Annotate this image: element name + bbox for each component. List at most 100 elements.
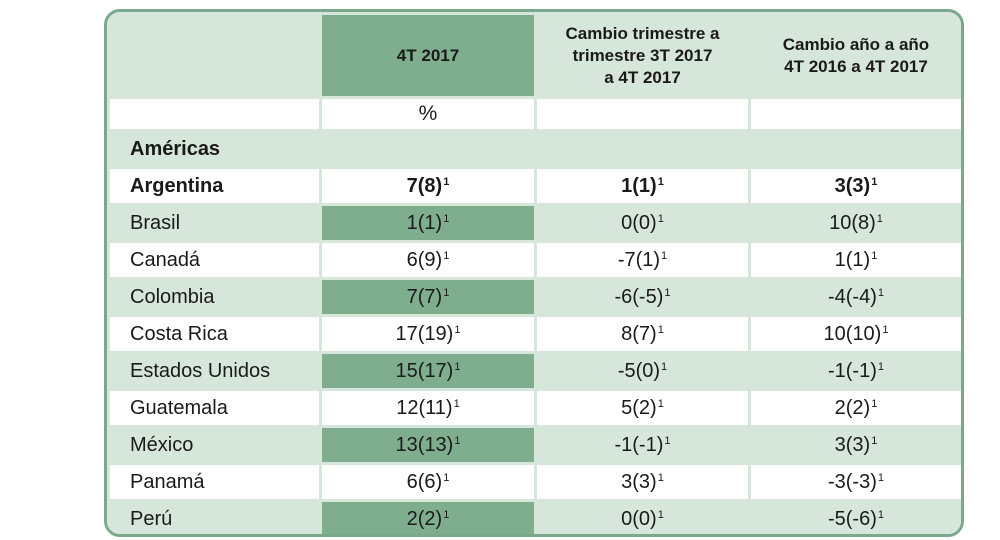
- value-cell-v1: 6(6)1: [319, 462, 537, 502]
- footnote-marker: 1: [443, 508, 450, 521]
- footnote-marker: 1: [877, 360, 884, 373]
- header-year-change: Cambio año a año 4T 2016 a 4T 2017: [748, 12, 961, 99]
- footnote-marker: 1: [657, 508, 664, 521]
- value-text: -5(0): [617, 359, 661, 382]
- value-text: 1(1): [406, 211, 443, 234]
- value-cell-v1: 6(9)1: [319, 240, 537, 280]
- value-cell-v3: -5(-6)1: [748, 499, 961, 534]
- country-name: Costa Rica: [107, 314, 322, 354]
- table-body: Argentina 7(8)1 1(1)1 3(3)1 Brasil 1(1)1 0(0)1…: [107, 166, 961, 534]
- value-text: 5(2): [621, 396, 657, 419]
- header-quarter-change-line3: a 4T 2017: [604, 67, 681, 87]
- value-text: 2(2): [834, 396, 871, 419]
- header-4t-2017: 4T 2017: [319, 12, 537, 99]
- value-text: -1(-1): [614, 433, 664, 456]
- table-row: Panamá 6(6)1 3(3)1 -3(-3)1: [107, 462, 961, 502]
- value-cell-v1: 13(13)1: [319, 425, 537, 465]
- header-quarter-change: Cambio trimestre a trimestre 3T 2017 a 4…: [534, 12, 751, 99]
- table-row: Guatemala 12(11)1 5(2)1 2(2)1: [107, 388, 961, 428]
- value-text: 2(2): [406, 507, 443, 530]
- value-text: 1(1): [834, 248, 871, 271]
- value-cell-v1: 2(2)1: [319, 499, 537, 534]
- value-text: 6(9): [406, 248, 443, 271]
- footnote-marker: 1: [871, 249, 878, 262]
- footnote-marker: 1: [876, 212, 883, 225]
- value-cell-v1: 1(1)1: [319, 203, 537, 243]
- value-cell-v1: 17(19)1: [319, 314, 537, 354]
- value-text: 10(8): [829, 211, 876, 234]
- footnote-marker: 1: [657, 471, 664, 484]
- footnote-marker: 1: [657, 175, 664, 188]
- unit-row: %: [107, 96, 961, 132]
- footnote-marker: 1: [664, 286, 671, 299]
- footnote-marker: 1: [453, 397, 460, 410]
- footnote-marker: 1: [443, 249, 450, 262]
- value-text: -1(-1): [827, 359, 877, 382]
- value-cell-v1: 7(8)1: [319, 166, 537, 206]
- header-quarter-change-line2: trimestre 3T 2017: [572, 45, 713, 65]
- value-cell-v3: -1(-1)1: [748, 351, 961, 391]
- value-cell-v2: -7(1)1: [534, 240, 751, 280]
- value-cell-v3: -3(-3)1: [748, 462, 961, 502]
- unit-cell-empty: [534, 96, 751, 132]
- value-text: 7(8): [406, 174, 443, 197]
- value-text: 3(3): [621, 470, 657, 493]
- value-text: 6(6): [406, 470, 443, 493]
- value-text: -5(-6): [827, 507, 877, 530]
- value-cell-v3: 10(10)1: [748, 314, 961, 354]
- value-text: 15(17): [395, 359, 454, 382]
- value-cell-v1: 15(17)1: [319, 351, 537, 391]
- table-row: México 13(13)1 -1(-1)1 3(3)1: [107, 425, 961, 465]
- unit-cell-empty: [107, 96, 322, 132]
- data-table: 4T 2017 Cambio trimestre a trimestre 3T …: [107, 12, 961, 534]
- header-country: [107, 12, 322, 99]
- footnote-marker: 1: [877, 471, 884, 484]
- table-row: Argentina 7(8)1 1(1)1 3(3)1: [107, 166, 961, 206]
- footnote-marker: 1: [454, 323, 461, 336]
- footnote-marker: 1: [871, 434, 878, 447]
- table-row: Brasil 1(1)1 0(0)1 10(8)1: [107, 203, 961, 243]
- value-cell-v3: 2(2)1: [748, 388, 961, 428]
- country-name: Canadá: [107, 240, 322, 280]
- country-name: Panamá: [107, 462, 322, 502]
- value-text: 17(19): [395, 322, 454, 345]
- country-name: México: [107, 425, 322, 465]
- footnote-marker: 1: [877, 508, 884, 521]
- value-cell-v2: -1(-1)1: [534, 425, 751, 465]
- footnote-marker: 1: [664, 434, 671, 447]
- country-name: Guatemala: [107, 388, 322, 428]
- value-cell-v2: 8(7)1: [534, 314, 751, 354]
- footnote-marker: 1: [443, 212, 450, 225]
- value-text: 3(3): [834, 174, 871, 197]
- value-text: 0(0): [621, 507, 657, 530]
- country-name: Argentina: [107, 166, 322, 206]
- value-cell-v2: -6(-5)1: [534, 277, 751, 317]
- footnote-marker: 1: [454, 434, 461, 447]
- footnote-marker: 1: [871, 175, 878, 188]
- country-name: Colombia: [107, 277, 322, 317]
- footnote-marker: 1: [882, 323, 889, 336]
- unit-cell-empty: [748, 96, 961, 132]
- country-name: Estados Unidos: [107, 351, 322, 391]
- value-text: 0(0): [621, 211, 657, 234]
- footnote-marker: 1: [443, 471, 450, 484]
- value-text: -4(-4): [827, 285, 877, 308]
- footnote-marker: 1: [443, 175, 450, 188]
- section-row: Américas: [107, 129, 961, 169]
- table-row: Colombia 7(7)1 -6(-5)1 -4(-4)1: [107, 277, 961, 317]
- footnote-marker: 1: [871, 397, 878, 410]
- country-name: Brasil: [107, 203, 322, 243]
- table-row: Perú 2(2)1 0(0)1 -5(-6)1: [107, 499, 961, 534]
- value-text: -7(1): [617, 248, 661, 271]
- value-cell-v2: 5(2)1: [534, 388, 751, 428]
- value-cell-v2: 0(0)1: [534, 203, 751, 243]
- value-cell-v2: 0(0)1: [534, 499, 751, 534]
- table-row: Estados Unidos 15(17)1 -5(0) 1 -1(-1)1: [107, 351, 961, 391]
- footnote-marker: 1: [657, 212, 664, 225]
- value-cell-v2: 3(3)1: [534, 462, 751, 502]
- footnote-marker: 1: [877, 286, 884, 299]
- value-text: 1(1): [621, 174, 657, 197]
- header-year-change-line2: 4T 2016 a 4T 2017: [784, 56, 928, 76]
- value-cell-v1: 7(7)1: [319, 277, 537, 317]
- value-text: 10(10): [823, 322, 882, 345]
